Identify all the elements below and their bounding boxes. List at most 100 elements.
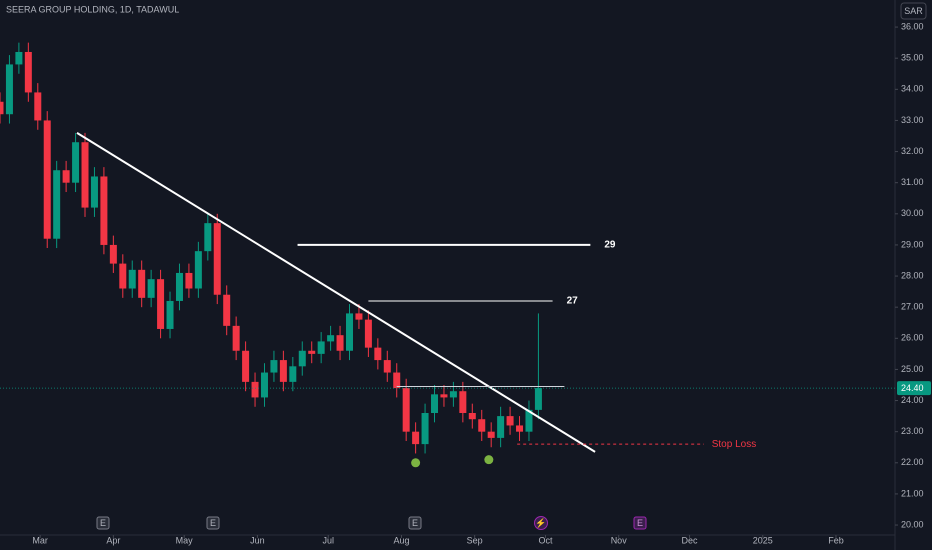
candle-body bbox=[525, 409, 533, 432]
candle-body bbox=[72, 142, 80, 183]
candle-body bbox=[43, 120, 51, 239]
x-tick-label: Nov bbox=[611, 535, 628, 545]
y-tick-label: 27.00 bbox=[901, 302, 924, 312]
candle-body bbox=[534, 388, 542, 410]
y-tick-label: 30.00 bbox=[901, 208, 924, 218]
event-label: E bbox=[210, 518, 216, 528]
candle-body bbox=[119, 263, 127, 289]
candle-body bbox=[374, 347, 382, 361]
candle-body bbox=[260, 372, 268, 398]
event-label: E bbox=[100, 518, 106, 528]
trendline bbox=[76, 132, 596, 453]
candle-body bbox=[147, 279, 155, 298]
x-tick-label: Apr bbox=[106, 535, 120, 545]
event-icon[interactable] bbox=[633, 516, 647, 530]
currency-button[interactable] bbox=[900, 2, 927, 20]
candle-body bbox=[34, 92, 42, 121]
x-tick-label: Dec bbox=[682, 535, 699, 545]
candle-body bbox=[232, 325, 240, 351]
y-tick-label: 33.00 bbox=[901, 115, 924, 125]
candle-body bbox=[81, 142, 89, 208]
y-tick-label: 25.00 bbox=[901, 364, 924, 374]
x-tick-label: Jul bbox=[322, 535, 334, 545]
candle-body bbox=[355, 313, 363, 320]
candle-body bbox=[90, 176, 98, 208]
level-label: 27 bbox=[567, 296, 579, 307]
x-tick-label: May bbox=[176, 535, 194, 545]
event-icon[interactable] bbox=[408, 516, 422, 530]
candle-body bbox=[298, 350, 306, 367]
candle-body bbox=[223, 294, 231, 326]
candle-body bbox=[289, 366, 297, 382]
candle-body bbox=[402, 388, 410, 432]
chart-title: SEERA GROUP HOLDING, 1D, TADAWUL bbox=[6, 4, 179, 14]
candle-body bbox=[242, 350, 250, 382]
candle-body bbox=[138, 269, 146, 298]
candle-body bbox=[251, 381, 259, 398]
candle-body bbox=[62, 170, 70, 183]
candle-body bbox=[109, 244, 117, 264]
x-tick-label: Jun bbox=[250, 535, 265, 545]
y-tick-label: 23.00 bbox=[901, 426, 924, 436]
candle-body bbox=[516, 425, 524, 432]
candle-body bbox=[194, 251, 202, 289]
y-tick-label: 21.00 bbox=[901, 488, 924, 498]
candle-body bbox=[383, 360, 391, 373]
event-icon[interactable] bbox=[534, 516, 548, 530]
y-tick-label: 28.00 bbox=[901, 270, 924, 280]
marker bbox=[484, 455, 494, 465]
candle-body bbox=[440, 394, 448, 398]
candle-body bbox=[270, 360, 278, 373]
candle-body bbox=[5, 64, 13, 115]
y-tick-label: 36.00 bbox=[901, 21, 924, 31]
event-icon[interactable] bbox=[96, 516, 110, 530]
candle-body bbox=[364, 319, 372, 348]
marker bbox=[411, 458, 421, 468]
candle-body bbox=[449, 391, 457, 398]
event-icon[interactable] bbox=[206, 516, 220, 530]
candle-body bbox=[0, 101, 4, 115]
currency-label[interactable]: SAR bbox=[904, 6, 923, 16]
y-tick-label: 32.00 bbox=[901, 146, 924, 156]
candle-body bbox=[459, 391, 467, 413]
event-label: E bbox=[412, 518, 418, 528]
x-tick-label: Aug bbox=[393, 535, 409, 545]
y-tick-label: 34.00 bbox=[901, 84, 924, 94]
candle-body bbox=[317, 341, 325, 354]
y-tick-label: 20.00 bbox=[901, 519, 924, 529]
last-price-box bbox=[897, 381, 931, 396]
candle-body bbox=[308, 350, 316, 354]
candle-body bbox=[157, 279, 165, 329]
y-tick-label: 26.00 bbox=[901, 333, 924, 343]
candle-body bbox=[185, 272, 193, 289]
candle-body bbox=[421, 412, 429, 445]
x-tick-label: Feb bbox=[828, 535, 844, 545]
stop-loss-label: Stop Loss bbox=[712, 439, 756, 450]
candle-body bbox=[128, 269, 136, 289]
candle-body bbox=[213, 223, 221, 295]
candle-body bbox=[345, 313, 353, 351]
candle-body bbox=[478, 419, 486, 432]
event-label: ⚡ bbox=[535, 517, 546, 529]
candle-body bbox=[166, 300, 174, 329]
event-icons: E E E ⚡ E bbox=[96, 516, 647, 530]
candle-body bbox=[24, 51, 32, 93]
candle-body bbox=[100, 176, 108, 245]
y-tick-label: 31.00 bbox=[901, 177, 924, 187]
candle-body bbox=[204, 223, 212, 252]
candle-body bbox=[175, 272, 183, 301]
y-tick-label: 29.00 bbox=[901, 239, 924, 249]
candle-body bbox=[506, 416, 514, 426]
event-label: E bbox=[637, 518, 643, 528]
y-tick-label: 22.00 bbox=[901, 457, 924, 467]
last-price-label: 24.40 bbox=[901, 383, 924, 393]
candle-body bbox=[279, 360, 287, 382]
candle-body bbox=[327, 335, 335, 342]
candle-body bbox=[431, 394, 439, 413]
candle-body bbox=[497, 416, 505, 438]
candle-body bbox=[15, 51, 23, 65]
y-tick-label: 35.00 bbox=[901, 53, 924, 63]
level-label: 29 bbox=[604, 240, 616, 251]
